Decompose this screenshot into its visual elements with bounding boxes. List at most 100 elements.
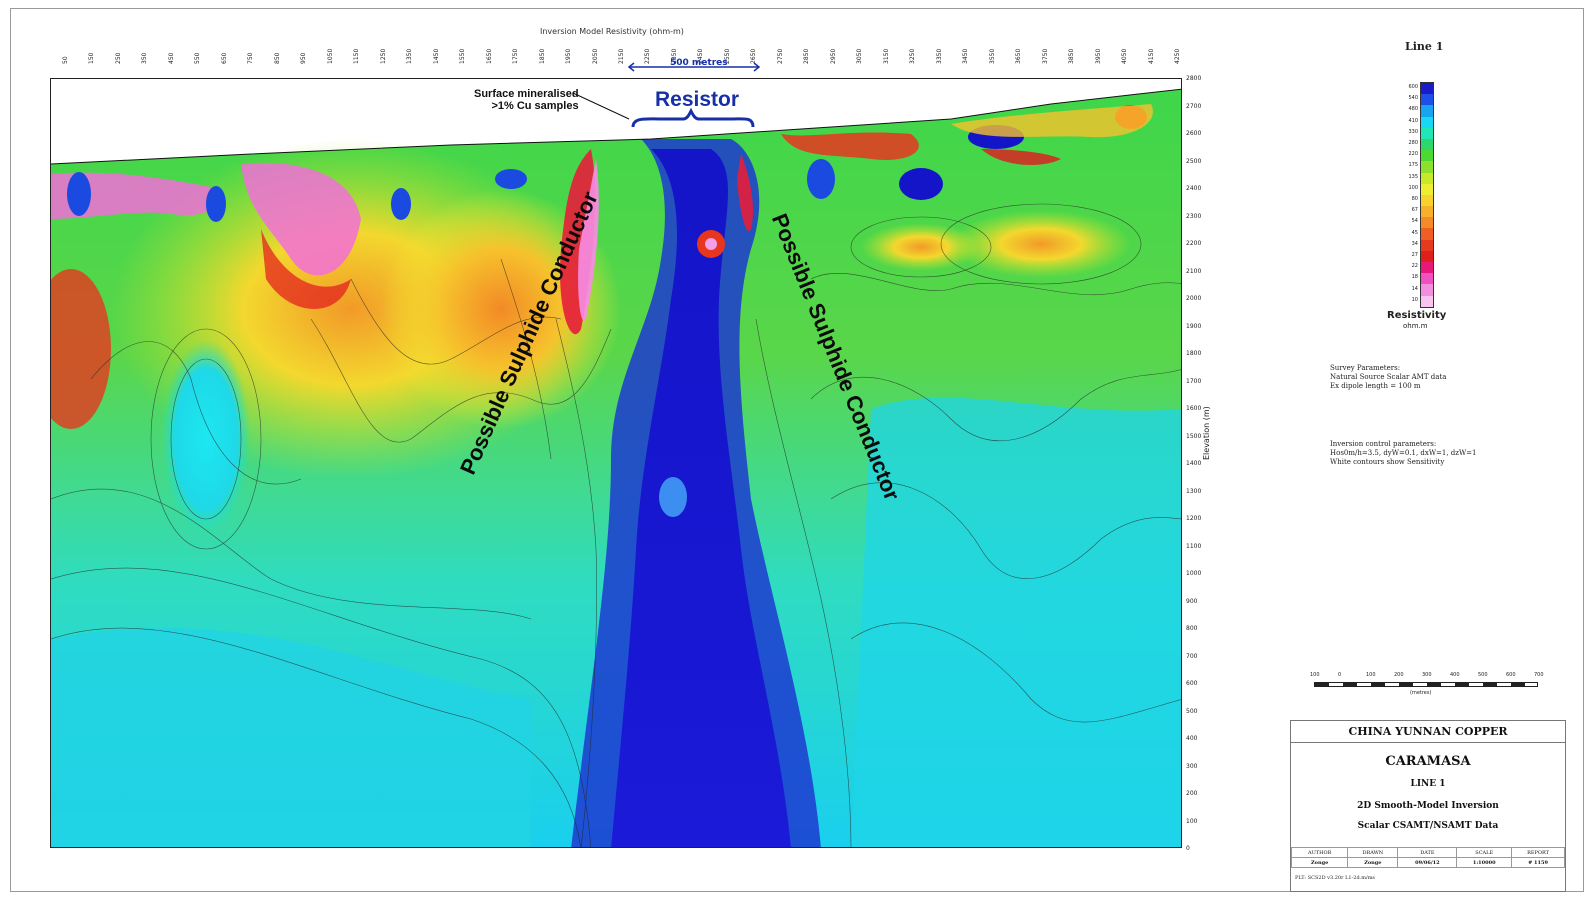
surface-note-line2: >1% Cu samples [491,100,579,112]
elevation-tick: 0 [1186,845,1190,852]
station-tick: 2150 [618,48,625,64]
elevation-tick: 1500 [1186,432,1202,440]
title-block: CHINA YUNNAN COPPER CARAMASA LINE 1 2D S… [1290,720,1566,892]
colorbar-swatch [1421,127,1433,139]
plot-footer: PLT: SCS2D v3.20r L1-2d.m/ms [1295,875,1375,881]
colorbar-value: 480 [1408,106,1418,113]
elevation-tick: 2800 [1186,75,1202,82]
elevation-tick: 500 [1186,707,1198,715]
colorbar-swatch [1421,206,1433,218]
table-header-cell: REPORT [1511,847,1565,858]
station-tick: 3150 [882,48,890,64]
elevation-tick: 600 [1186,680,1198,687]
elevation-ticks: 2800 2700 2600 2500 2400 2300 2200 2100 2000 1900… [1186,75,1216,855]
elevation-tick: 2000 [1186,295,1202,302]
station-tick: 1150 [353,48,361,64]
station-tick: 450 [167,52,175,64]
colorbar-swatch [1421,217,1433,229]
distance-scale-tick: 0 [1338,672,1342,678]
station-tick: 3650 [1015,48,1023,64]
elevation-tick: 2500 [1186,157,1202,165]
station-tick: 1550 [459,48,467,64]
colorbar-swatch [1421,284,1433,296]
station-tick: 3950 [1094,48,1102,64]
station-tick: 750 [247,52,255,64]
colorbar-value: 410 [1408,117,1418,124]
colorbar-value: 27 [1411,252,1418,258]
station-tick: 2950 [829,48,837,64]
station-tick: 2750 [776,48,784,64]
colorbar-title: Resistivity [1387,310,1447,321]
colorbar-swatch [1421,228,1433,240]
colorbar-swatch [1421,105,1433,117]
colorbar-swatch [1421,183,1433,195]
inversion-line2: White contours show Sensitivity [1330,458,1445,466]
elevation-tick: 900 [1186,597,1198,605]
distance-scale: (metres) 100 0 100 200 300 400 500 600 700 [1310,672,1546,702]
elevation-axis-label: Elevation (m) [1202,406,1211,460]
surface-mineralised-note: Surface mineralised >1% Cu samples [474,88,579,112]
colorbar-value: 220 [1408,151,1418,158]
plot-title: Inversion Model Resistivity (ohm-m) [540,27,684,36]
station-tick: 4050 [1121,48,1129,64]
station-tick: 150 [88,52,96,64]
elevation-tick: 200 [1186,790,1198,797]
station-tick: 50 [62,56,69,64]
elevation-tick: 1000 [1186,570,1202,577]
station-tick: 4250 [1174,48,1181,64]
station-tick: 1350 [406,48,414,64]
survey-heading: Survey Parameters: [1330,364,1401,372]
resistor-label: Resistor [655,88,740,111]
elevation-tick: 1200 [1186,515,1202,522]
station-tick: 950 [300,52,308,64]
colorbar-value: 67 [1411,207,1418,214]
elevation-tick: 2200 [1186,240,1202,247]
colorbar-value: 100 [1408,184,1418,191]
elevation-tick: 2600 [1186,130,1202,137]
colorbar-value: 600 [1408,84,1418,90]
station-tick: 3250 [909,48,917,64]
elevation-tick: 300 [1186,762,1198,770]
station-tick: 3550 [988,48,996,64]
distance-scale-tick: 100 [1366,672,1376,678]
surface-note-line1: Surface mineralised [474,88,579,100]
colorbar-value: 54 [1411,218,1418,225]
station-tick: 1450 [432,48,440,64]
elevation-tick: 2300 [1186,212,1202,220]
table-header-cell: SCALE [1456,847,1513,858]
colorbar-swatch [1421,83,1433,95]
inversion-heading: Inversion control parameters: [1330,440,1437,448]
table-cell: # 1159 [1511,857,1565,868]
station-tick: 4150 [1147,48,1155,64]
station-tick: 2050 [591,48,599,64]
elevation-tick: 2700 [1186,102,1202,110]
colorbar-labels: 600 540 480 410 330 280 220 175 135 100 80 67 54 45 34… [1402,82,1418,308]
line-title: Line 1 [1405,40,1444,53]
colorbar-value: 330 [1408,128,1418,135]
distance-scale-bar [1314,682,1538,687]
colorbar-swatch [1421,250,1433,262]
company-name: CHINA YUNNAN COPPER [1348,725,1508,738]
colorbar-swatch [1421,295,1433,307]
colorbar-swatch [1421,194,1433,207]
distance-scale-tick: 300 [1422,672,1432,678]
horizontal-scale-bar [627,62,761,72]
distance-scale-unit: (metres) [1410,690,1432,696]
station-tick: 1750 [512,48,520,64]
table-header-cell: DATE [1397,847,1458,858]
elevation-tick: 1100 [1186,542,1202,550]
survey-line2: Ex dipole length = 100 m [1330,382,1421,390]
colorbar-swatch [1421,239,1433,251]
station-tick: 3450 [962,48,970,64]
colorbar-swatch [1421,172,1433,184]
colorbar-swatch [1421,150,1433,162]
colorbar-value: 135 [1408,173,1418,180]
description-line1: 2D Smooth-Model Inversion [1357,801,1499,811]
table-row: AUTHOR DRAWN DATE SCALE REPORT [1290,847,1565,858]
station-tick: 3050 [856,48,864,64]
survey-line1: Natural Source Scalar AMT data [1330,373,1447,381]
station-tick: 3350 [935,48,943,64]
elevation-tick: 1900 [1186,322,1202,330]
table-header-cell: DRAWN [1347,847,1399,858]
elevation-tick: 100 [1186,817,1198,825]
